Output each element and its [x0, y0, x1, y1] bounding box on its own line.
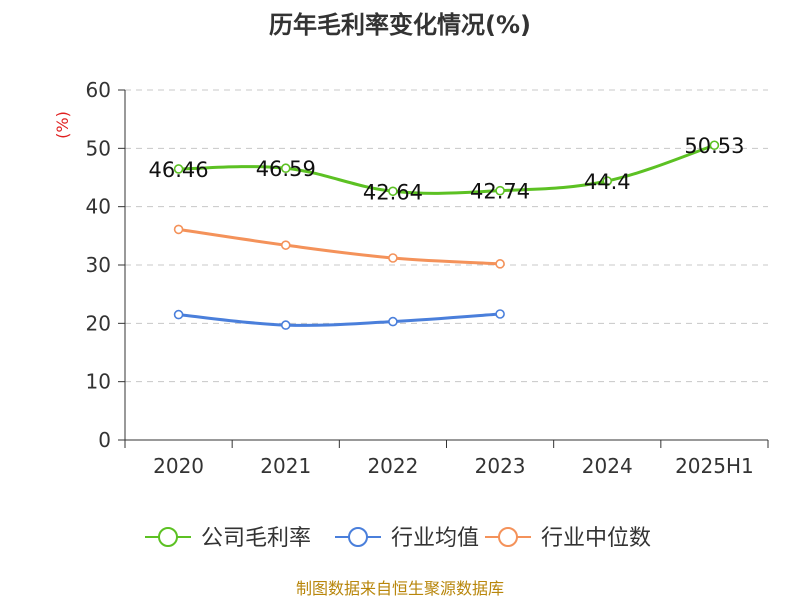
legend-marker	[348, 527, 368, 547]
data-point	[495, 185, 505, 196]
data-point	[388, 253, 398, 263]
chart-title: 历年毛利率变化情况(%)	[269, 11, 531, 39]
data-point	[709, 140, 720, 151]
axes	[118, 89, 769, 448]
x-tick-label: 2023	[475, 454, 526, 478]
y-tick-label: 40	[86, 195, 111, 219]
y-tick-label: 10	[86, 370, 111, 394]
data-point	[388, 316, 398, 327]
data-point	[280, 240, 291, 250]
x-tick-label: 2025H1	[675, 454, 754, 478]
legend-marker	[498, 527, 518, 547]
series-group	[173, 140, 720, 330]
data-label: 44.4	[584, 170, 631, 194]
series-line	[178, 227, 501, 266]
y-tick-label: 20	[86, 311, 111, 335]
data-point	[495, 259, 505, 269]
y-tick-labels: 0 10 20 30 40 50 60	[86, 78, 111, 452]
legend-item: 公司毛利率	[145, 526, 311, 551]
y-tick-label: 60	[86, 78, 111, 102]
data-label: 46.59	[256, 157, 316, 181]
x-tick-label: 2024	[582, 454, 633, 478]
y-tick-label: 50	[86, 136, 111, 160]
series-line	[178, 312, 501, 327]
series-line	[178, 143, 715, 195]
legend-label: 行业中位数	[541, 526, 651, 551]
y-tick-label: 30	[86, 253, 111, 277]
data-point	[173, 309, 184, 320]
legend-item: 行业均值	[335, 526, 479, 551]
data-point	[602, 176, 613, 186]
y-axis-unit: (%)	[53, 111, 72, 139]
data-point	[280, 320, 291, 330]
data-point	[280, 163, 291, 174]
legend-item: 行业中位数	[485, 526, 651, 551]
data-point	[173, 224, 184, 235]
grid-lines	[125, 89, 768, 383]
data-labels: 46.46 46.59 42.64 42.74 44.4 50.53	[149, 134, 745, 204]
y-tick-label: 0	[98, 428, 111, 452]
data-point	[495, 309, 505, 319]
data-point	[173, 164, 184, 174]
source-note: 制图数据来自恒生聚源数据库	[296, 579, 504, 598]
data-label: 46.46	[149, 158, 209, 182]
data-label: 42.74	[470, 180, 530, 204]
x-tick-labels: 2020 2021 2022 2023 2024 2025H1	[153, 454, 754, 478]
x-tick-label: 2020	[153, 454, 204, 478]
legend: 公司毛利率 行业均值 行业中位数	[145, 526, 651, 551]
legend-label: 行业均值	[391, 526, 479, 551]
legend-label: 公司毛利率	[201, 526, 311, 551]
x-tick-label: 2022	[367, 454, 418, 478]
legend-marker	[158, 527, 178, 547]
data-label: 50.53	[684, 134, 744, 158]
x-tick-label: 2021	[260, 454, 311, 478]
data-point	[388, 186, 398, 197]
data-label: 42.64	[363, 180, 423, 204]
